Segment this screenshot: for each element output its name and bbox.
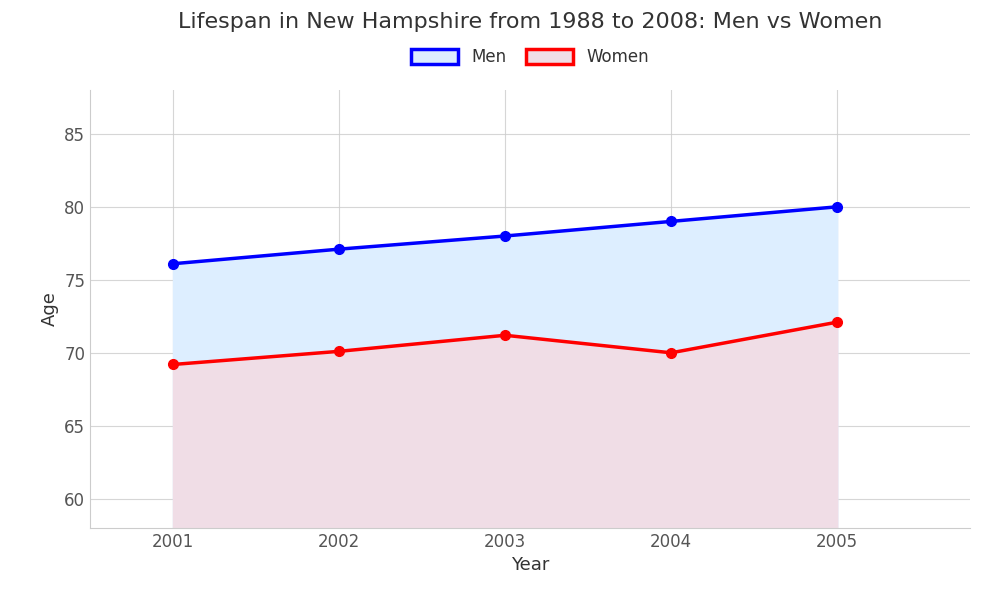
Legend: Men, Women: Men, Women — [404, 41, 656, 73]
X-axis label: Year: Year — [511, 556, 549, 574]
Y-axis label: Age: Age — [41, 292, 59, 326]
Title: Lifespan in New Hampshire from 1988 to 2008: Men vs Women: Lifespan in New Hampshire from 1988 to 2… — [178, 11, 882, 31]
